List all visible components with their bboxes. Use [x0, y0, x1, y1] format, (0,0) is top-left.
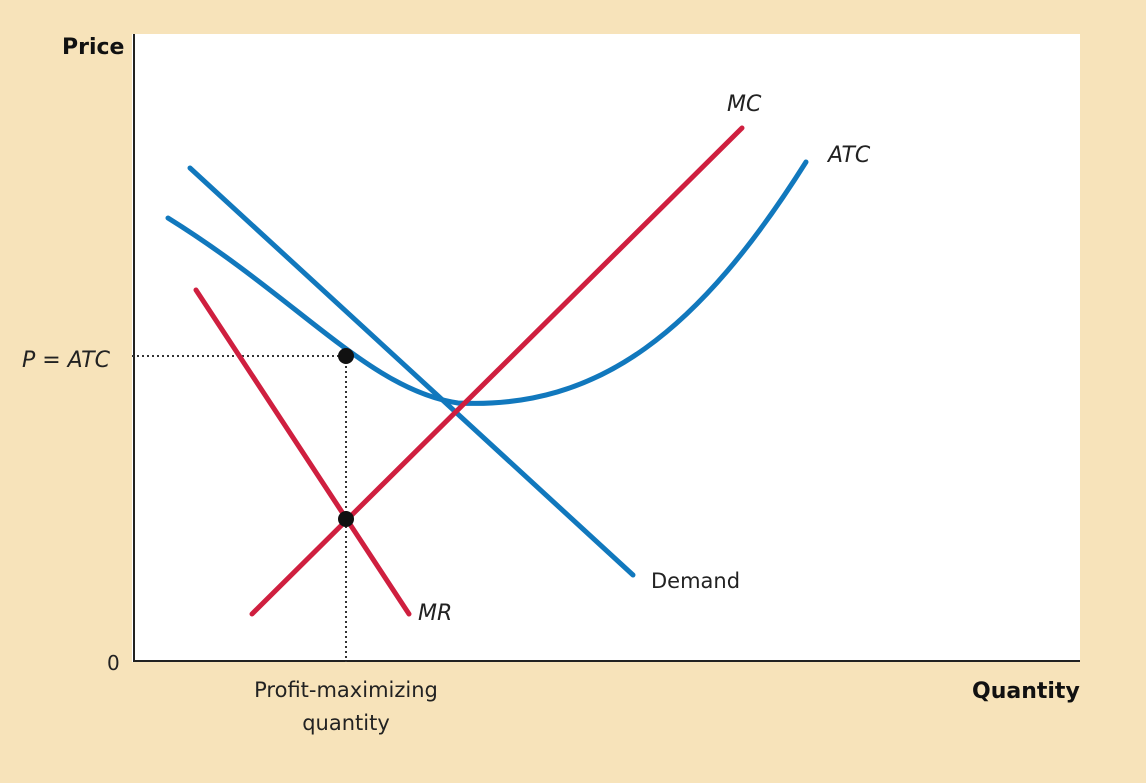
demand-atc-tangency-point — [338, 348, 354, 364]
price-atc-label: P = ATC — [22, 348, 111, 373]
mr-mc-intersection-point — [338, 511, 354, 527]
mc-label: MC — [727, 92, 762, 117]
quantity-tick-line-2: quantity — [302, 711, 390, 735]
mr-curve — [193, 287, 412, 617]
y-axis-title: Price — [62, 35, 124, 60]
plot-area — [132, 34, 1080, 662]
quantity-tick-line-1: Profit-maximizing — [254, 678, 438, 702]
demand-label: Demand — [651, 569, 740, 593]
atc-label: ATC — [826, 143, 871, 168]
mr-label: MR — [418, 601, 452, 626]
x-axis-title: Quantity — [972, 679, 1080, 704]
origin-label: 0 — [107, 651, 120, 675]
demand-curve — [187, 165, 636, 578]
mc-curve — [249, 125, 745, 617]
